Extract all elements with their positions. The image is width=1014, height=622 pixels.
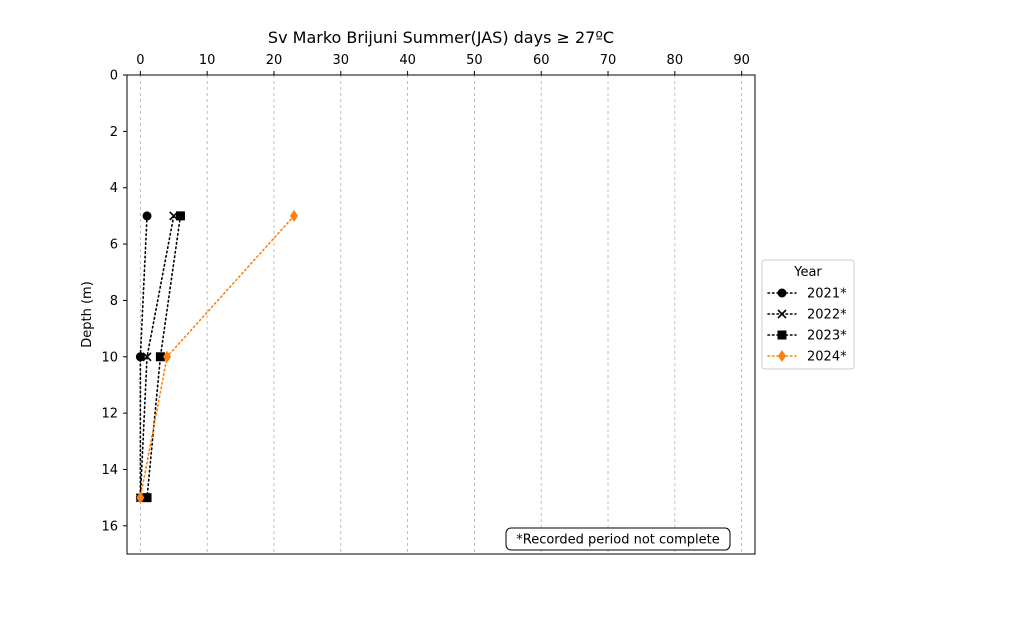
y-tick-label: 2 (110, 125, 118, 140)
x-tick-label: 90 (733, 53, 750, 68)
x-tick-label: 10 (199, 53, 216, 68)
series-layer (135, 209, 299, 504)
legend: Year 2021* 2022* 2023* 2024* (761, 259, 855, 370)
x-tick-label: 80 (667, 53, 684, 68)
legend-marker (778, 350, 786, 362)
y-tick-label: 6 (110, 238, 118, 253)
data-point (290, 209, 299, 222)
legend-label: 2024* (807, 350, 847, 365)
legend-label: 2022* (807, 308, 847, 323)
marker-stroke (142, 352, 152, 362)
plot-frame (126, 74, 756, 555)
series-2021 (135, 211, 152, 503)
y-tick-label: 0 (110, 69, 118, 84)
x-tick-label: 40 (399, 53, 416, 68)
series-2023 (142, 211, 185, 503)
y-axis-label: Depth (m) (80, 281, 95, 348)
data-point (142, 211, 152, 221)
series-2024 (136, 209, 299, 504)
series-2022 (135, 211, 179, 503)
data-point (155, 352, 165, 362)
x-tick-label: 0 (136, 53, 144, 68)
y-tick-label: 10 (101, 350, 118, 365)
y-axis: 0 2 4 6 8 10 12 14 16 (101, 69, 127, 534)
x-tick-label: 30 (333, 53, 350, 68)
legend-item: 2023* (767, 329, 847, 344)
y-tick-label: 14 (101, 463, 118, 478)
data-point (175, 211, 185, 221)
y-tick-label: 4 (110, 181, 118, 196)
annotation-box: *Recorded period not complete (505, 527, 731, 551)
legend-title: Year (793, 265, 822, 280)
legend-marker (777, 288, 787, 298)
marker-stroke (777, 309, 787, 319)
x-tick-label: 20 (266, 53, 283, 68)
data-point (163, 350, 172, 363)
grid-lines (139, 75, 743, 554)
legend-label: 2023* (807, 329, 847, 344)
legend-item: 2024* (767, 350, 847, 365)
data-point (136, 491, 145, 504)
annotation-text: *Recorded period not complete (516, 533, 720, 548)
data-point (142, 493, 152, 503)
legend-label: 2021* (807, 287, 847, 302)
legend-marker (777, 309, 787, 319)
x-tick-label: 60 (533, 53, 550, 68)
y-tick-label: 16 (101, 519, 118, 534)
chart-title: Sv Marko Brijuni Summer(JAS) days ≥ 27ºC (268, 28, 614, 47)
legend-item: 2022* (767, 308, 847, 323)
x-axis: 0 10 20 30 40 50 60 70 80 90 (136, 53, 750, 75)
legend-marker (777, 330, 787, 340)
data-point (135, 352, 145, 362)
y-tick-label: 12 (101, 407, 118, 422)
x-tick-label: 70 (600, 53, 617, 68)
x-tick-label: 50 (466, 53, 483, 68)
data-point (142, 352, 152, 362)
y-tick-label: 8 (110, 294, 118, 309)
legend-item: 2021* (767, 287, 847, 302)
